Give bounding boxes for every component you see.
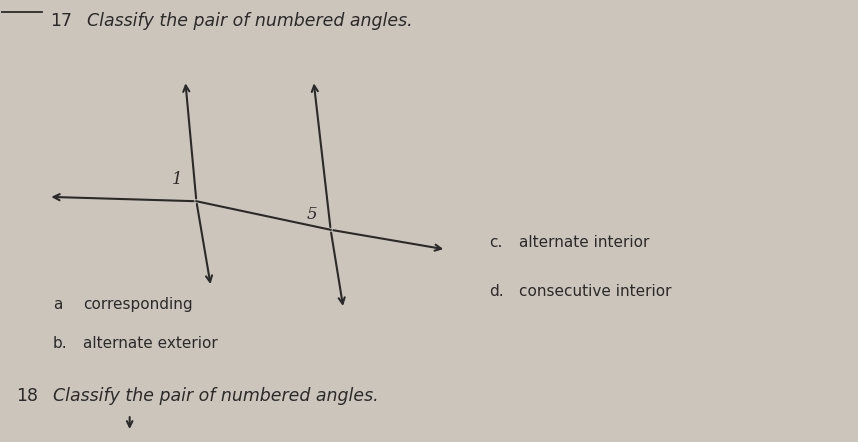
Text: a: a <box>52 297 62 312</box>
Text: b.: b. <box>52 336 67 351</box>
Text: alternate exterior: alternate exterior <box>82 336 217 351</box>
Text: corresponding: corresponding <box>82 297 192 312</box>
Text: Classify the pair of numbered angles.: Classify the pair of numbered angles. <box>52 387 378 405</box>
Text: c.: c. <box>489 235 502 250</box>
Text: Classify the pair of numbered angles.: Classify the pair of numbered angles. <box>87 11 413 30</box>
Text: 1: 1 <box>172 171 183 188</box>
Text: alternate interior: alternate interior <box>519 235 650 250</box>
Text: consecutive interior: consecutive interior <box>519 284 671 299</box>
Text: 5: 5 <box>306 206 317 223</box>
Text: 18: 18 <box>16 387 38 405</box>
Text: d.: d. <box>489 284 504 299</box>
Text: 17: 17 <box>50 11 72 30</box>
